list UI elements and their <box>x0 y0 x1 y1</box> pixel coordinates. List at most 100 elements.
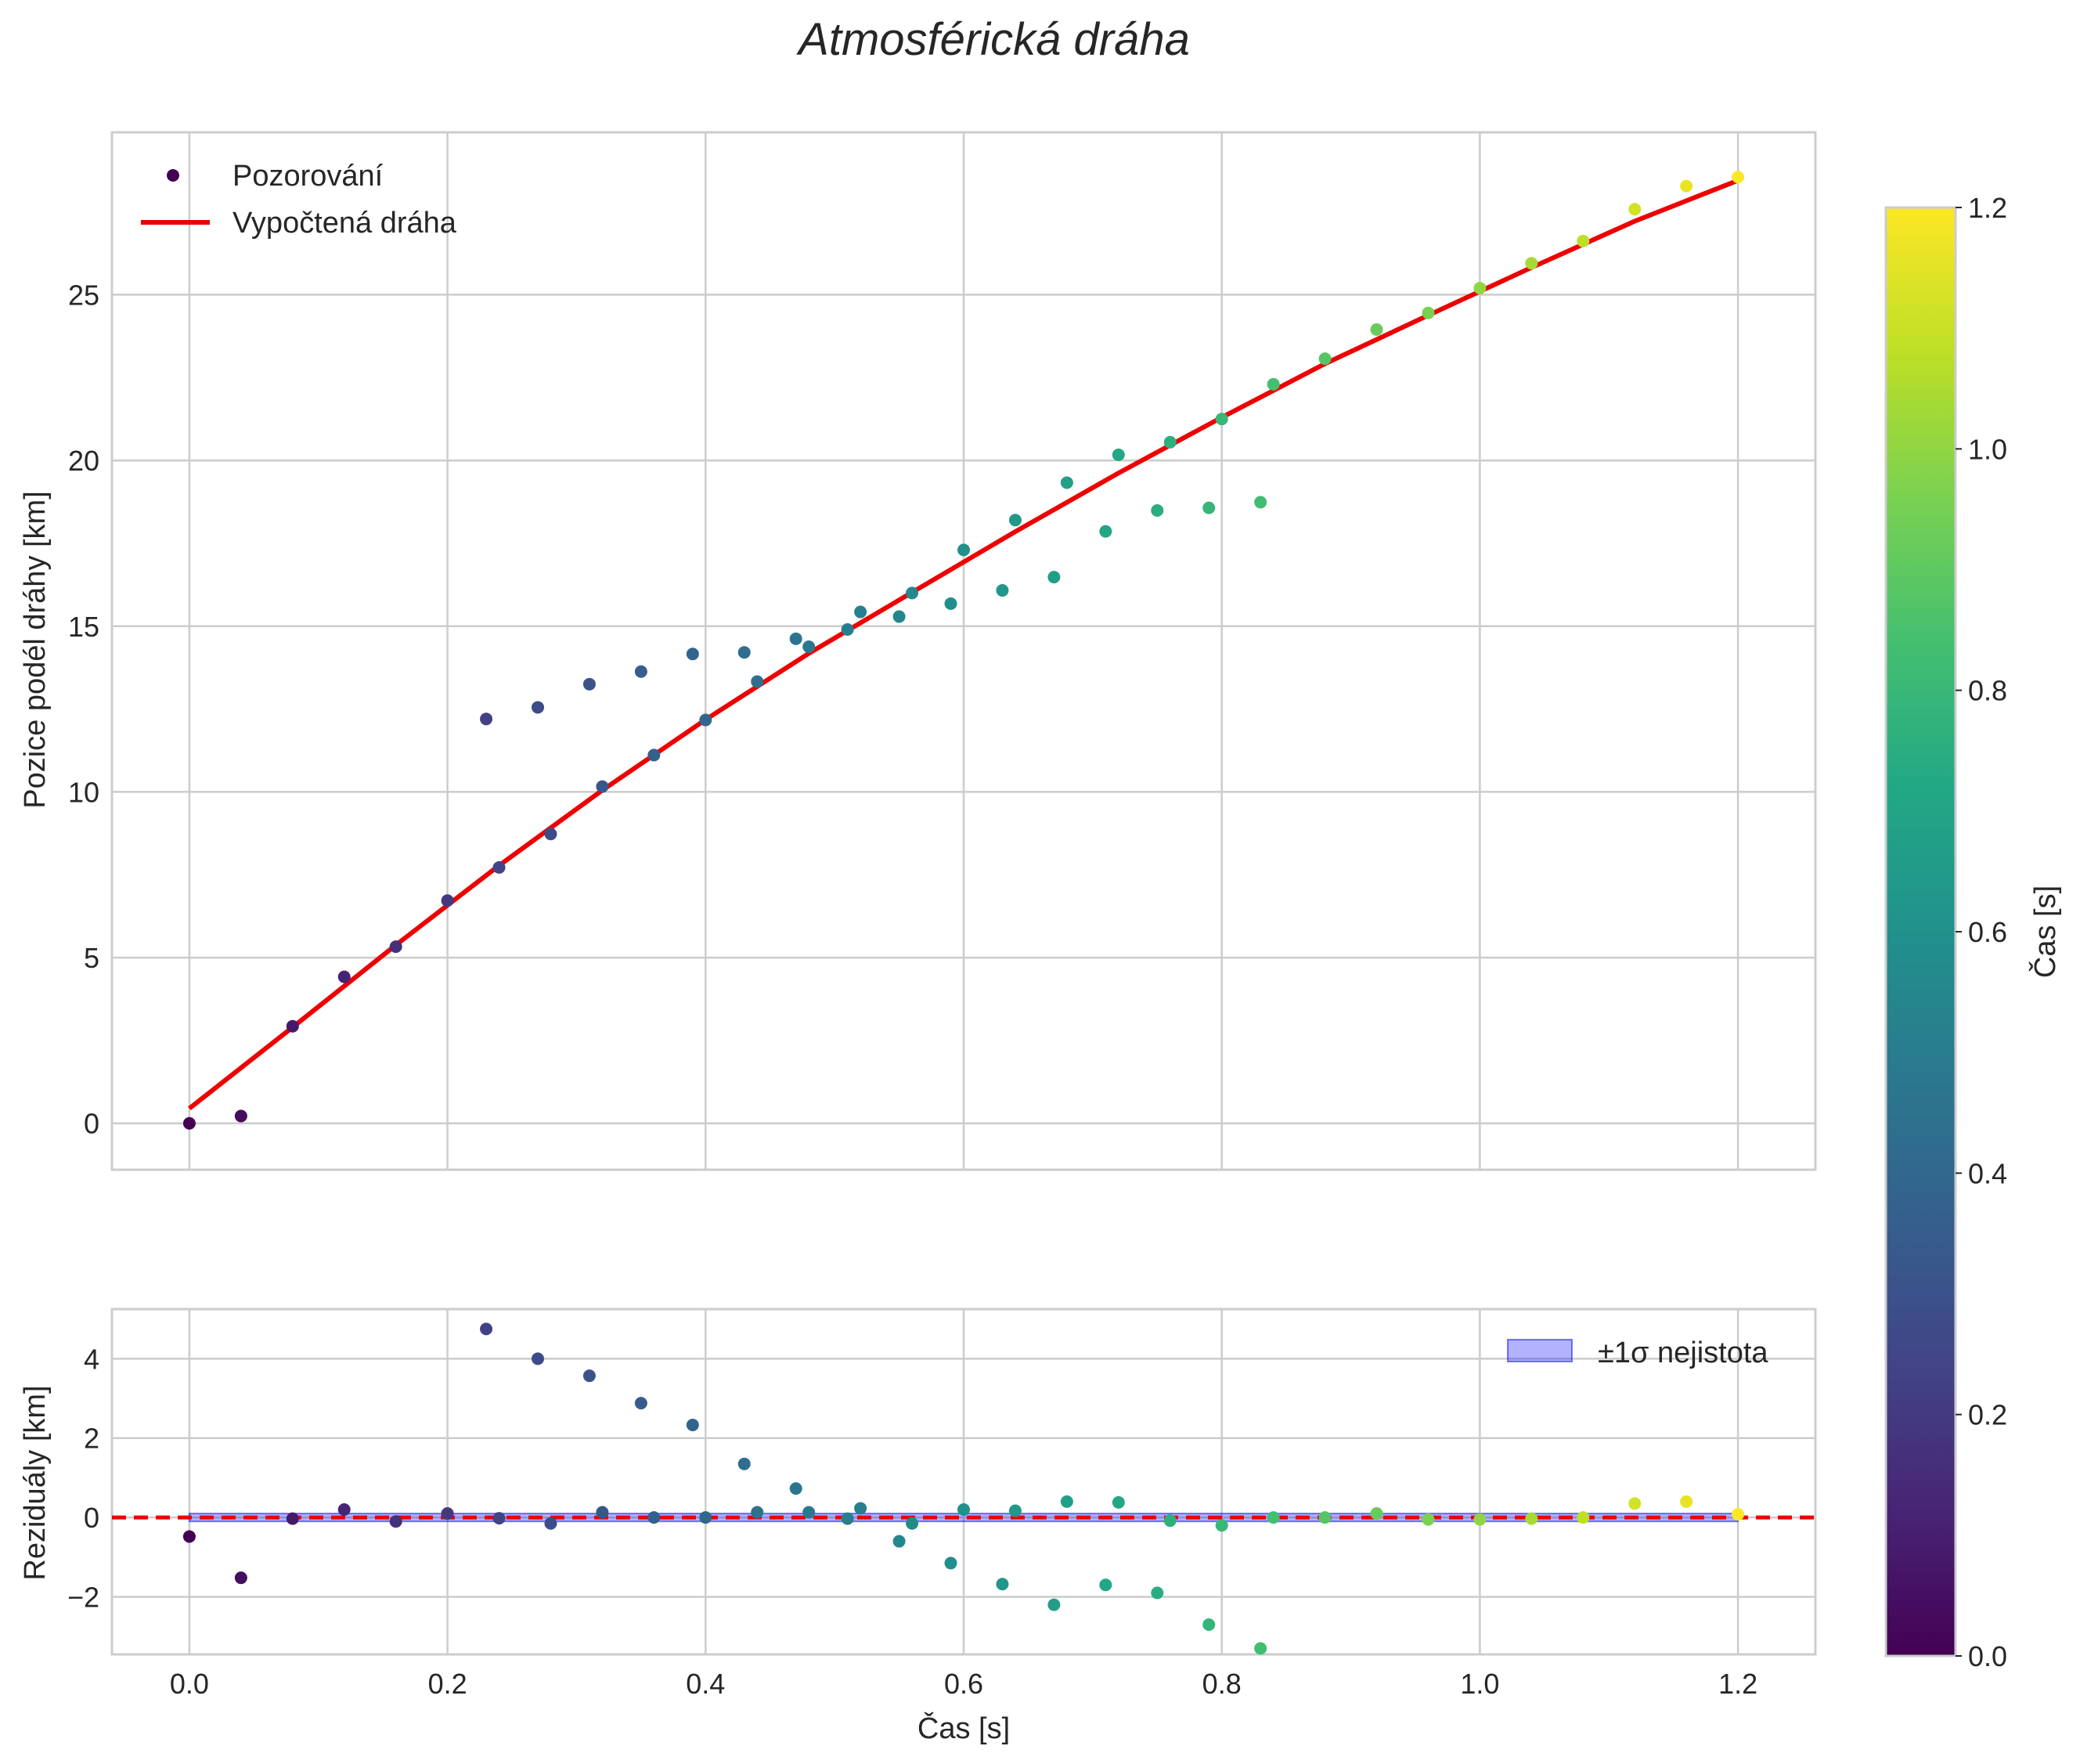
residual-point <box>737 1457 751 1470</box>
residual-point <box>1112 1495 1125 1509</box>
residual-point <box>1099 1578 1112 1592</box>
colorbar-tick-label: 1.0 <box>1968 433 2007 465</box>
observation-point <box>1215 413 1228 426</box>
observation-point <box>1525 257 1538 270</box>
observation-point <box>492 860 506 874</box>
colorbar-label: Čas [s] <box>2028 886 2062 978</box>
residual-point <box>492 1512 506 1525</box>
x-tick-label: 0.2 <box>428 1668 467 1700</box>
residual-point <box>1163 1514 1177 1528</box>
observation-point <box>1318 352 1332 366</box>
bottom-y-tick-labels: −2 0 2 4 <box>67 1343 99 1613</box>
bottom-axes-frame <box>110 1308 1817 1656</box>
chart-title: Atmosférická dráha <box>796 14 1190 65</box>
residual-point <box>1422 1513 1435 1526</box>
residual-point <box>389 1515 402 1528</box>
observation-point <box>1008 514 1022 527</box>
observation-point <box>944 597 957 610</box>
top-panel: 0 5 10 15 20 25 Pozice podél dráhy [km] Pozor… <box>19 131 1817 1171</box>
observation-point <box>532 701 544 714</box>
observation-point <box>389 940 402 954</box>
bottom-y-tick-label: 0 <box>84 1502 99 1534</box>
top-y-tick-label: 10 <box>68 776 99 808</box>
bottom-legend: ±1σ nejistota <box>1507 1337 1768 1369</box>
observation-point <box>906 586 919 600</box>
residual-point <box>789 1482 802 1495</box>
residual-point <box>596 1506 609 1519</box>
observation-point <box>337 970 351 983</box>
observation-point <box>996 584 1009 597</box>
top-legend: Pozorování Vypočtená dráha <box>141 160 457 240</box>
residual-point <box>1577 1511 1590 1524</box>
observation-point <box>182 1116 196 1130</box>
top-y-tick-label: 25 <box>68 279 99 311</box>
residual-point <box>1060 1495 1073 1508</box>
x-tick-label: 1.2 <box>1718 1668 1757 1700</box>
colorbar-tick-label: 0.0 <box>1968 1640 2007 1672</box>
observation-point <box>892 610 906 623</box>
residual-point <box>996 1578 1009 1591</box>
top-y-tick-labels: 0 5 10 15 20 25 <box>68 279 99 1139</box>
residual-point <box>686 1419 699 1432</box>
residual-point <box>1215 1519 1228 1532</box>
residual-point <box>286 1512 299 1525</box>
bottom-y-tick-label: −2 <box>67 1582 99 1614</box>
legend-uncertainty-swatch <box>1507 1339 1573 1362</box>
residual-point <box>1680 1495 1693 1508</box>
observation-point <box>854 605 867 619</box>
residual-point <box>647 1511 661 1524</box>
residual-point <box>1473 1513 1487 1526</box>
x-tick-label: 0.0 <box>170 1668 209 1700</box>
residual-point <box>234 1571 247 1585</box>
colorbar-tick-labels: 0.0 0.2 0.4 0.6 0.8 1.0 1.2 <box>1956 192 2007 1672</box>
observation-point <box>234 1109 247 1123</box>
observation-point <box>1680 179 1693 193</box>
observation-point <box>1473 281 1487 294</box>
colorbar: 0.0 0.2 0.4 0.6 0.8 1.0 1.2 Čas [s] <box>1884 192 2062 1672</box>
residual-point <box>634 1397 647 1410</box>
x-tick-label: 1.0 <box>1460 1668 1499 1700</box>
top-y-axis-label: Pozice podél dráhy [km] <box>19 491 52 809</box>
residual-point <box>1525 1512 1538 1525</box>
observation-point <box>1254 496 1267 509</box>
residual-point <box>1254 1642 1267 1655</box>
observation-point <box>441 894 454 907</box>
residual-point <box>582 1369 596 1383</box>
residual-point <box>544 1517 557 1530</box>
residual-point <box>802 1506 816 1519</box>
colorbar-tick-label: 0.2 <box>1968 1399 2007 1431</box>
bottom-panel: −2 0 2 4 0.0 0.2 0.4 0.6 0.8 1.0 1.2 Reziduály [k… <box>19 1308 1817 1745</box>
observation-point <box>544 828 557 841</box>
colorbar-tick-label: 0.4 <box>1968 1157 2007 1189</box>
observation-point <box>802 640 816 653</box>
observation-point <box>596 780 609 793</box>
residual-point <box>699 1511 712 1524</box>
observation-point <box>647 749 661 762</box>
bottom-y-tick-label: 2 <box>84 1423 99 1455</box>
residual-point <box>854 1502 867 1515</box>
top-grid <box>112 132 1815 1170</box>
residual-point <box>906 1517 919 1530</box>
residual-point <box>1370 1507 1383 1521</box>
residual-point <box>480 1322 493 1336</box>
legend-trajectory-label: Vypočtená dráha <box>233 207 457 240</box>
observation-point <box>286 1019 299 1033</box>
bottom-y-tick-label: 4 <box>84 1343 99 1375</box>
observation-point <box>1732 171 1745 184</box>
top-y-tick-label: 15 <box>68 611 99 643</box>
colorbar-gradient <box>1884 206 1957 1658</box>
residual-point <box>1732 1508 1745 1521</box>
colorbar-tick-label: 1.2 <box>1968 192 2007 224</box>
residual-point <box>1202 1618 1216 1631</box>
top-y-tick-label: 20 <box>68 445 99 477</box>
residual-point <box>1267 1511 1280 1524</box>
residual-point <box>532 1352 544 1365</box>
legend-uncertainty-label: ±1σ nejistota <box>1598 1337 1768 1369</box>
residual-point <box>957 1502 970 1516</box>
observation-point <box>1577 234 1590 247</box>
observation-point <box>957 543 970 557</box>
top-y-tick-label: 0 <box>84 1108 99 1140</box>
observation-point <box>1202 501 1216 514</box>
residual-point <box>441 1507 454 1521</box>
